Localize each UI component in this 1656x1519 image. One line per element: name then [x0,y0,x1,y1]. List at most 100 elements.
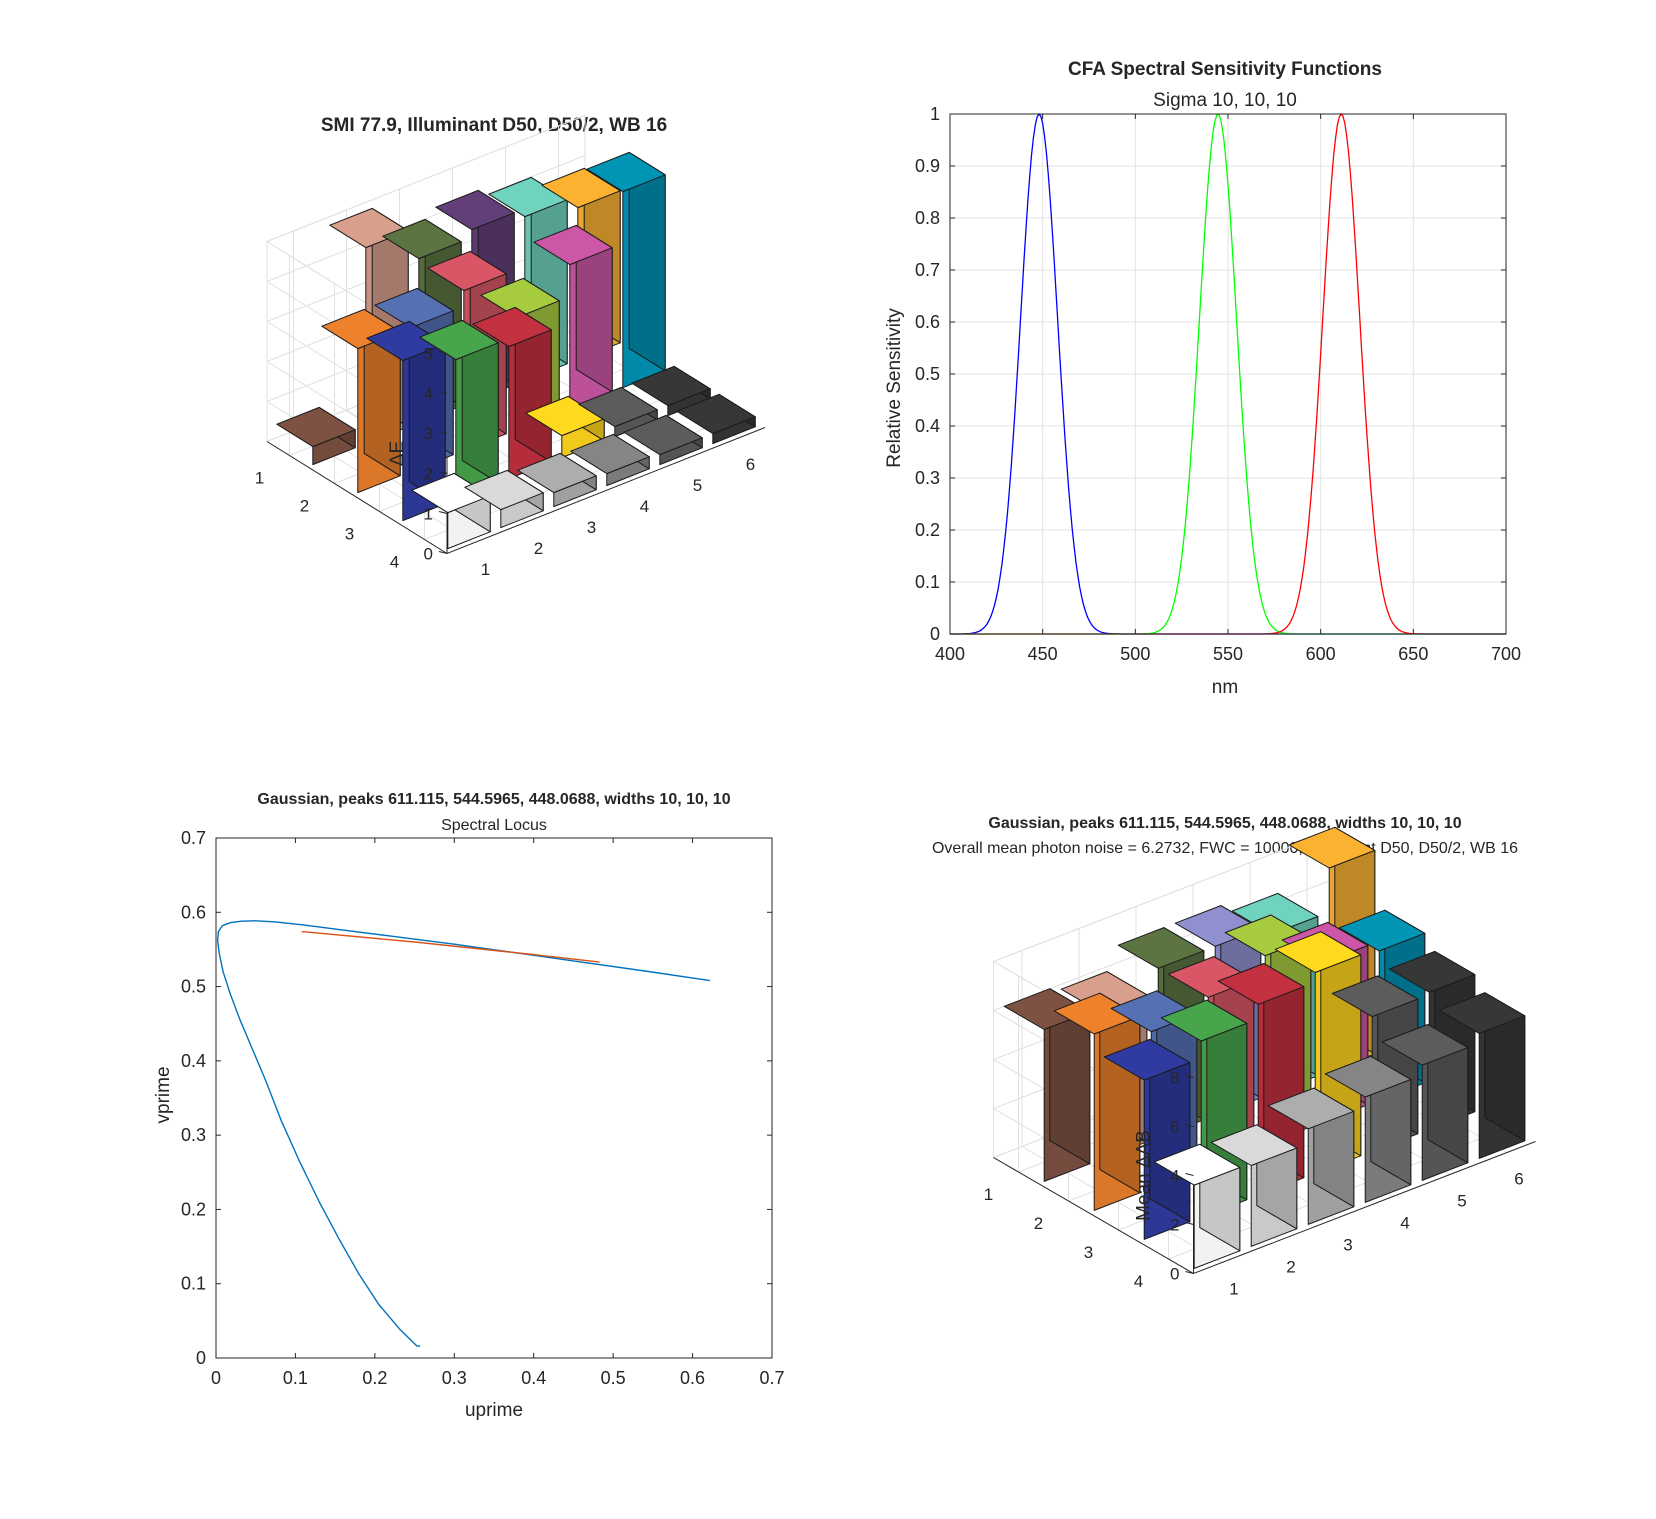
cfa-xlabel: nm [1212,677,1238,698]
bar3-bar [517,452,597,508]
bar3-bar [411,472,491,550]
cfa-plot-area: 400 450 500 550 600 650 700 0 0.1 0.2 0.3 0.4 0.5 0.6… [915,104,1521,664]
bar3-bar [1210,1124,1298,1247]
x-tick-label: 0.6 [680,1368,705,1388]
col-tick-label: 5 [693,476,702,495]
bar3-bar [578,386,658,438]
y-tick-label: 1 [930,104,940,124]
y-tick-label: 0.7 [181,828,206,848]
x-tick-label: 0.7 [759,1368,784,1388]
col-tick-label: 6 [746,455,755,474]
y-tick-label: 0.1 [915,572,940,592]
y-tick-label: 0 [196,1348,206,1368]
smi-bar3-panel: SMI 77.9, Illuminant D50, D50/2, WB 16 0… [255,114,766,580]
bar3-bar [570,433,650,487]
row-tick-label: 2 [1034,1214,1043,1233]
noise-title: Gaussian, peaks 611.115, 544.5965, 448.0… [988,815,1461,832]
x-tick-label: 700 [1491,644,1521,664]
z-tick-label: 0 [1170,1265,1179,1284]
x-tick-label: 650 [1398,644,1428,664]
col-tick-label: 1 [1229,1280,1238,1299]
row-tick-label: 4 [1134,1272,1143,1291]
bar3-bar [1153,1143,1241,1269]
col-tick-label: 2 [534,539,543,558]
locus-line-panel: Gaussian, peaks 611.115, 544.5965, 448.0… [153,791,785,1421]
noise-subtitle: Overall mean photon noise = 6.2732, FWC … [932,840,1518,857]
bar3-bar [525,395,605,459]
y-tick-label: 0.5 [915,364,940,384]
z-axis-label: Mean ΔAB [1134,1130,1155,1221]
x-tick-label: 600 [1306,644,1336,664]
plot-frame [215,837,773,1359]
bar3-bar [533,224,613,410]
x-tick-label: 0.3 [442,1368,467,1388]
z-tick-label: 6 [1170,1118,1179,1137]
smi-title: SMI 77.9, Illuminant D50, D50/2, WB 16 [321,115,667,136]
z-tick-label: 0 [424,545,433,564]
z-tick-label: 5 [424,345,433,364]
x-tick-label: 400 [935,644,965,664]
row-tick-label: 3 [1084,1243,1093,1262]
locus-subtitle: Spectral Locus [441,817,547,834]
z-axis-label: ΔE [387,441,408,466]
z-tick-label: 1 [424,505,433,524]
z-tick-label: 2 [1170,1216,1179,1235]
bar3-bar [676,393,756,445]
cfa-title: CFA Spectral Sensitivity Functions [1068,59,1382,80]
x-tick-label: 450 [1028,644,1058,664]
y-tick-label: 0.1 [181,1274,206,1294]
noise-3d-scene: 0 2 4 6 8 1 2 3 4 1 2 3 4 5 6 Mean ΔAB [984,826,1536,1299]
col-tick-label: 6 [1514,1170,1523,1189]
col-tick-label: 2 [1286,1258,1295,1277]
row-tick-label: 2 [300,497,309,516]
smi-3d-scene: 0 1 2 3 4 5 1 2 3 4 1 2 3 4 5 6 ΔE [255,114,766,580]
cfa-subtitle: Sigma 10, 10, 10 [1153,90,1297,111]
bar3-bar [1381,1024,1469,1181]
bar3-bar [1324,1055,1412,1203]
tick-labels: 0 0.1 0.2 0.3 0.4 0.5 0.6 0.7 0 0.1 0.2 0.3 0.4 0.5 0.… [181,828,785,1388]
cfa-line-panel: CFA Spectral Sensitivity Functions Sigma… [884,59,1521,698]
x-tick-label: 0.4 [521,1368,546,1388]
x-tick-label: 0.1 [283,1368,308,1388]
series-line [301,930,600,963]
col-tick-label: 4 [1400,1214,1409,1233]
z-tick-label: 4 [424,385,433,404]
y-tick-label: 0.9 [915,156,940,176]
bar3-bar [623,414,703,466]
y-tick-label: 0.3 [915,468,940,488]
row-tick-label: 1 [255,469,264,488]
bar3-tick-labels: 0 2 4 6 8 1 2 3 4 1 2 3 4 5 6 Mean ΔAB [984,1069,1524,1299]
bar3-tick-labels: 0 1 2 3 4 5 1 2 3 4 1 2 3 4 5 6 ΔE [255,345,755,580]
locus-ylabel: vprime [153,1066,174,1123]
x-tick-label: 0 [211,1368,221,1388]
z-tick-label: 2 [424,465,433,484]
bar3-bar [464,469,544,529]
y-tick-label: 0.8 [915,208,940,228]
noise-bar3-panel: Gaussian, peaks 611.115, 544.5965, 448.0… [932,815,1536,1299]
locus-plot-area: 0 0.1 0.2 0.3 0.4 0.5 0.6 0.7 0 0.1 0.2 0.3 0.4 0.5 0.… [181,828,785,1388]
y-tick-label: 0.5 [181,977,206,997]
bar3-bar [366,320,446,522]
plot-background [216,838,772,1358]
y-tick-label: 0.7 [915,260,940,280]
y-tick-label: 0.3 [181,1125,206,1145]
bar3-bar [586,151,666,389]
locus-xlabel: uprime [465,1400,523,1421]
z-tick-label: 4 [1170,1167,1179,1186]
tick-labels: 400 450 500 550 600 650 700 0 0.1 0.2 0.3 0.4 0.5 0.6… [915,104,1521,664]
col-tick-label: 1 [481,560,490,579]
y-tick-label: 0 [930,624,940,644]
bar3-bar [276,406,356,466]
col-tick-label: 3 [587,518,596,537]
z-tick-label: 3 [424,425,433,444]
series-line [216,920,711,1347]
col-tick-label: 4 [640,497,649,516]
locus-title: Gaussian, peaks 611.115, 544.5965, 448.0… [257,791,730,808]
x-tick-label: 500 [1120,644,1150,664]
row-tick-label: 1 [984,1185,993,1204]
row-tick-label: 4 [390,553,399,572]
col-tick-label: 5 [1457,1192,1466,1211]
bar3-bar [1438,992,1526,1159]
y-tick-label: 0.2 [915,520,940,540]
